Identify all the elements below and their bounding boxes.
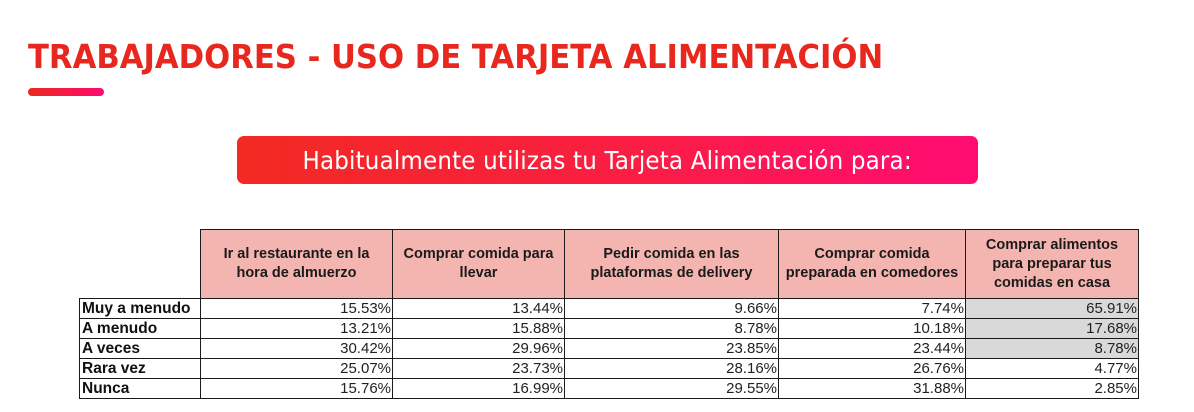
table-row: A menudo 13.21% 15.88% 8.78% 10.18% 17.6… <box>79 318 1139 339</box>
table-cell-highlighted: 8.78% <box>965 338 1139 359</box>
table-cell: 10.18% <box>778 318 966 339</box>
question-text: Habitualmente utilizas tu Tarjeta Alimen… <box>302 145 913 175</box>
column-header-casa: Comprar alimentos para preparar tus comi… <box>965 229 1139 299</box>
table-header-row: Ir al restaurante en la hora de almuerzo… <box>80 229 1139 299</box>
table-cell: 8.78% <box>564 318 779 339</box>
table-cell: 13.21% <box>200 318 393 339</box>
table-cell: 16.99% <box>392 378 565 399</box>
table-cell: 29.55% <box>564 378 779 399</box>
table-cell: 15.76% <box>200 378 393 399</box>
table-cell: 23.85% <box>564 338 779 359</box>
column-header-comedores: Comprar comida preparada en comedores <box>778 229 966 299</box>
usage-frequency-table: Ir al restaurante en la hora de almuerzo… <box>79 229 1139 399</box>
table-cell: 23.73% <box>392 358 565 379</box>
table-row: A veces 30.42% 29.96% 23.85% 23.44% 8.78… <box>79 338 1139 359</box>
table-cell: 15.53% <box>200 298 393 319</box>
corner-cell <box>80 230 201 299</box>
table-cell-highlighted: 17.68% <box>965 318 1139 339</box>
table-cell: 4.77% <box>965 358 1139 379</box>
table-cell: 30.42% <box>200 338 393 359</box>
question-banner: Habitualmente utilizas tu Tarjeta Alimen… <box>237 136 978 184</box>
table-cell: 2.85% <box>965 378 1139 399</box>
table-cell: 26.76% <box>778 358 966 379</box>
column-header-llevar: Comprar comida para llevar <box>392 229 565 299</box>
table-cell: 25.07% <box>200 358 393 379</box>
row-label: A menudo <box>79 318 201 339</box>
row-label: Nunca <box>79 378 201 399</box>
table-cell: 29.96% <box>392 338 565 359</box>
row-label: Muy a menudo <box>79 298 201 319</box>
column-header-delivery: Pedir comida en las plataformas de deliv… <box>564 229 779 299</box>
table-cell: 13.44% <box>392 298 565 319</box>
table-cell: 15.88% <box>392 318 565 339</box>
table-cell: 7.74% <box>778 298 966 319</box>
table-cell: 31.88% <box>778 378 966 399</box>
table-row: Nunca 15.76% 16.99% 29.55% 31.88% 2.85% <box>79 378 1139 399</box>
table-row: Rara vez 25.07% 23.73% 28.16% 26.76% 4.7… <box>79 358 1139 379</box>
table-cell: 9.66% <box>564 298 779 319</box>
table-cell-highlighted: 65.91% <box>965 298 1139 319</box>
table-row: Muy a menudo 15.53% 13.44% 9.66% 7.74% 6… <box>79 298 1139 319</box>
title-underline-accent <box>28 88 104 96</box>
row-label: A veces <box>79 338 201 359</box>
table-cell: 28.16% <box>564 358 779 379</box>
row-label: Rara vez <box>79 358 201 379</box>
column-header-restaurante: Ir al restaurante en la hora de almuerzo <box>200 229 393 299</box>
table-cell: 23.44% <box>778 338 966 359</box>
page-title: TRABAJADORES - USO DE TARJETA ALIMENTACI… <box>28 37 884 76</box>
